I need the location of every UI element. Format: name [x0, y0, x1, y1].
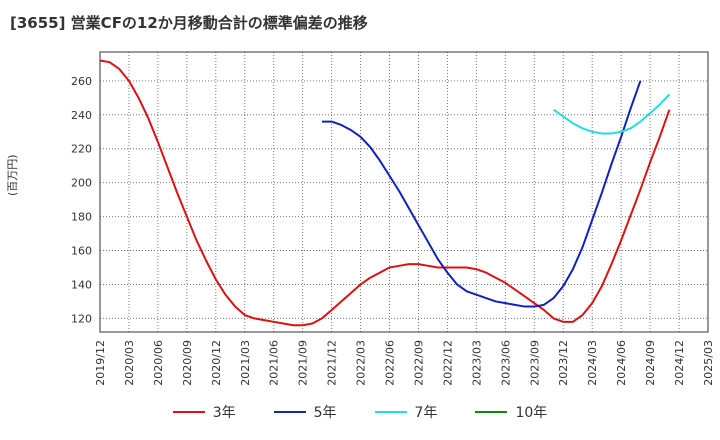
x-tick-label: 2024/09 [644, 340, 657, 386]
x-tick-label: 2020/06 [152, 340, 165, 386]
x-tick-label: 2020/03 [123, 340, 136, 386]
y-tick-label: 120 [71, 312, 92, 325]
x-tick-label: 2021/06 [268, 340, 281, 386]
plot-area [99, 51, 709, 333]
legend-label: 7年 [414, 405, 438, 421]
chart-title: [3655] 営業CFの12か月移動合計の標準偏差の推移 [10, 14, 368, 32]
x-tick-label: 2023/03 [470, 340, 483, 386]
legend-item: 3年 [172, 402, 236, 422]
x-tick-label: 2023/09 [528, 340, 541, 386]
legend-item: 5年 [273, 402, 337, 422]
legend-swatch [475, 411, 508, 413]
x-tick-label: 2022/03 [355, 340, 368, 386]
x-tick-label: 2024/06 [615, 340, 628, 386]
y-tick-label: 160 [71, 245, 92, 258]
x-tick-label: 2023/12 [557, 340, 570, 386]
x-tick-label: 2020/12 [210, 340, 223, 386]
legend-label: 10年 [515, 405, 548, 421]
legend: 3年 5年 7年 10年 [0, 402, 720, 422]
x-tick-label: 2020/09 [181, 340, 194, 386]
x-tick-label: 2021/12 [326, 340, 339, 386]
legend-label: 5年 [313, 405, 337, 421]
legend-swatch [273, 411, 306, 413]
y-tick-label: 180 [71, 211, 92, 224]
y-tick-label: 140 [71, 278, 92, 291]
legend-swatch [374, 411, 407, 413]
x-tick-label: 2021/03 [239, 340, 252, 386]
y-tick-label: 220 [71, 143, 92, 156]
series-line-5年 [321, 80, 642, 308]
legend-item: 7年 [374, 402, 438, 422]
series-line-3年 [99, 59, 671, 327]
legend-swatch [172, 411, 205, 413]
legend-label: 3年 [212, 405, 236, 421]
series-line-7年 [553, 93, 671, 135]
x-tick-label: 2023/06 [499, 340, 512, 386]
x-tick-label: 2022/09 [412, 340, 425, 386]
x-tick-label: 2024/12 [673, 340, 686, 386]
x-tick-label: 2022/12 [441, 340, 454, 386]
x-tick-label: 2019/12 [94, 340, 107, 386]
y-tick-label: 200 [71, 177, 92, 190]
x-tick-label: 2025/03 [702, 340, 715, 386]
x-tick-label: 2021/09 [297, 340, 310, 386]
x-tick-label: 2022/06 [384, 340, 397, 386]
x-tick-label: 2024/03 [586, 340, 599, 386]
legend-item: 10年 [475, 402, 547, 422]
y-tick-label: 260 [71, 75, 92, 88]
y-tick-label: 240 [71, 109, 92, 122]
